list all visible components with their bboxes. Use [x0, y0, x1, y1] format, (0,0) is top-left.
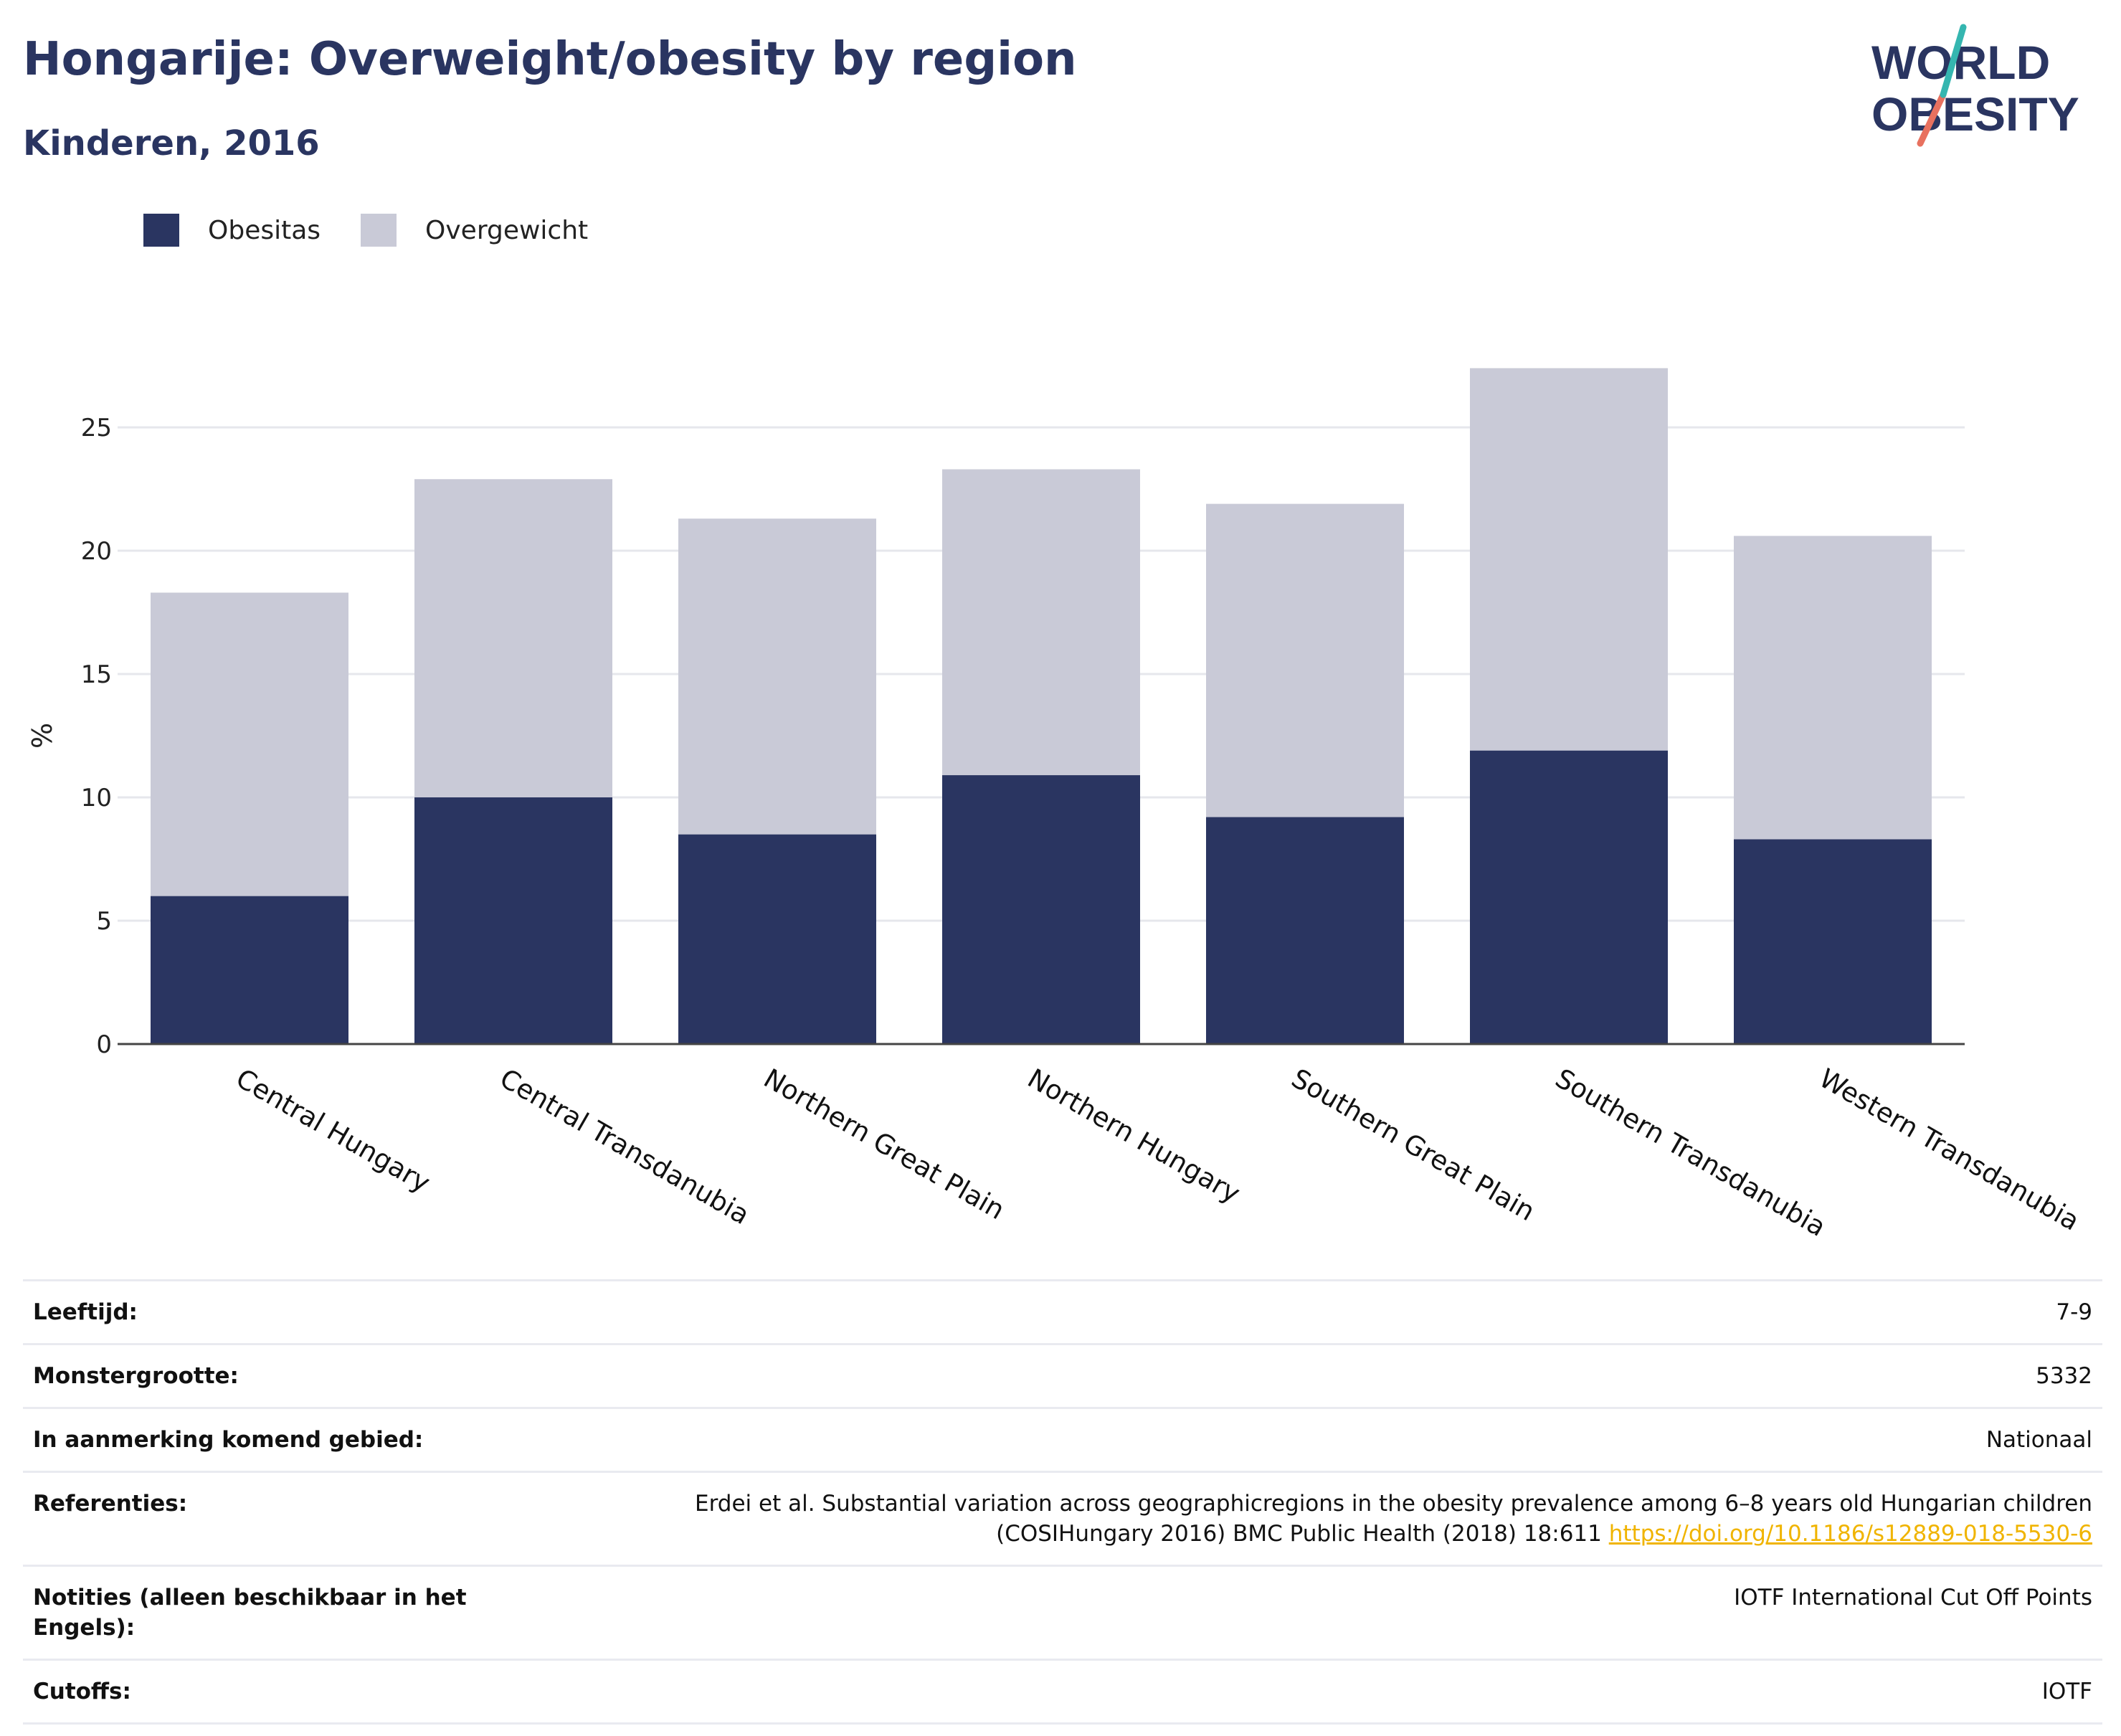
bar-overgewicht: [1734, 536, 1932, 840]
legend-item-overgewicht[interactable]: Overgewicht: [361, 214, 588, 247]
x-tick-label: Southern Great Plain: [1286, 1063, 1540, 1227]
logo-slash-red: [1917, 91, 1947, 147]
legend-item-obesitas[interactable]: Obesitas: [143, 214, 321, 247]
x-tick-label: Western Transdanubia: [1814, 1063, 2084, 1237]
meta-value-area: Nationaal: [1985, 1427, 2092, 1453]
reference-text: Erdei et al. Substantial variation acros…: [695, 1491, 2092, 1547]
x-tick-label: Northern Hungary: [1022, 1063, 1245, 1209]
bar-overgewicht: [678, 518, 876, 835]
bar-obesitas: [1470, 750, 1668, 1044]
meta-value-sample-size: 5332: [2036, 1363, 2092, 1389]
y-tick-label: 15: [81, 660, 112, 689]
meta-label-sample-size: Monstergrootte:: [33, 1363, 239, 1389]
x-tick-label: Central Transdanubia: [495, 1063, 755, 1230]
bar-overgewicht: [414, 479, 612, 797]
bar-obesitas: [1206, 817, 1404, 1044]
chart-subtitle: Kinderen, 2016: [23, 123, 320, 163]
x-tick-label: Southern Transdanubia: [1550, 1063, 1831, 1243]
meta-row-references: Referenties: Erdei et al. Substantial va…: [23, 1473, 2102, 1567]
bar-overgewicht: [1206, 503, 1404, 817]
bar-overgewicht: [1470, 368, 1668, 751]
y-tick-label: 5: [96, 907, 112, 936]
y-tick-label: 25: [81, 414, 112, 442]
meta-row-cutoffs: Cutoffs: IOTF: [23, 1661, 2102, 1725]
bar-overgewicht: [151, 592, 348, 896]
meta-value-notes: IOTF International Cut Off Points: [1734, 1585, 2092, 1611]
bar-obesitas: [942, 775, 1140, 1044]
world-obesity-logo: WORLD OBESITY: [1871, 24, 2079, 147]
meta-value-cutoffs: IOTF: [2041, 1679, 2092, 1704]
y-tick-label: 0: [96, 1030, 112, 1059]
meta-value-references: Erdei et al. Substantial variation acros…: [658, 1489, 2092, 1549]
meta-label-area: In aanmerking komend gebied:: [33, 1427, 424, 1453]
chart-title: Hongarije: Overweight/obesity by region: [23, 33, 1077, 86]
bar-overgewicht: [942, 469, 1140, 776]
meta-row-sample-size: Monstergrootte: 5332: [23, 1345, 2102, 1409]
bar-obesitas: [1734, 839, 1932, 1044]
meta-label-cutoffs: Cutoffs:: [33, 1679, 131, 1704]
metadata-table: Leeftijd: 7-9 Monstergrootte: 5332 In aa…: [23, 1279, 2102, 1725]
logo-line2: OBESITY: [1871, 87, 2079, 141]
meta-label-references: Referenties:: [33, 1491, 188, 1517]
y-tick-label: 10: [81, 784, 112, 812]
logo-slash-teal: [1940, 24, 1967, 98]
x-tick-label: Northern Great Plain: [759, 1063, 1010, 1225]
x-tick-label: Central Hungary: [231, 1063, 435, 1198]
bar-obesitas: [414, 797, 612, 1044]
meta-value-age: 7-9: [2056, 1299, 2092, 1325]
meta-row-notes: Notities (alleen beschikbaar in het Enge…: [23, 1567, 2102, 1661]
bar-obesitas: [151, 896, 348, 1044]
bar-obesitas: [678, 834, 876, 1044]
legend-swatch-overgewicht: [361, 214, 397, 247]
meta-row-age: Leeftijd: 7-9: [23, 1281, 2102, 1345]
y-axis-label: %: [27, 723, 58, 749]
legend-swatch-obesitas: [143, 214, 179, 247]
legend-label-overgewicht: Overgewicht: [425, 215, 589, 245]
meta-row-area: In aanmerking komend gebied: Nationaal: [23, 1409, 2102, 1473]
reference-doi-link[interactable]: https://doi.org/10.1186/s12889-018-5530-…: [1608, 1521, 2092, 1547]
stacked-bar-chart: 0 5 10 15 20 25% Central Hungary Central Transd…: [27, 368, 2084, 1243]
y-tick-label: 20: [81, 537, 112, 566]
chart-legend: Obesitas Overgewicht: [143, 214, 628, 247]
meta-label-notes: Notities (alleen beschikbaar in het Enge…: [33, 1585, 467, 1641]
meta-label-age: Leeftijd:: [33, 1299, 138, 1325]
legend-label-obesitas: Obesitas: [208, 215, 321, 245]
